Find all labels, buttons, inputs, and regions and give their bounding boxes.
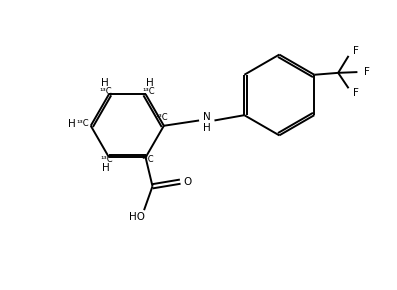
Text: O: O: [183, 177, 191, 187]
Text: H: H: [102, 163, 110, 173]
Text: F: F: [364, 67, 370, 77]
Text: HO: HO: [129, 212, 145, 222]
Text: ¹³C: ¹³C: [141, 155, 154, 164]
Text: ¹³C: ¹³C: [76, 119, 89, 128]
Text: ¹³C: ¹³C: [156, 113, 168, 122]
Text: ¹³C: ¹³C: [100, 87, 112, 96]
Text: ¹³C: ¹³C: [143, 87, 155, 96]
Text: F: F: [353, 88, 359, 98]
Text: ¹³C: ¹³C: [100, 155, 113, 164]
Text: F: F: [353, 46, 359, 56]
Text: N: N: [203, 112, 211, 122]
Text: H: H: [101, 78, 109, 88]
Text: H: H: [68, 119, 76, 129]
Text: H: H: [146, 78, 154, 88]
Text: H: H: [203, 123, 211, 133]
